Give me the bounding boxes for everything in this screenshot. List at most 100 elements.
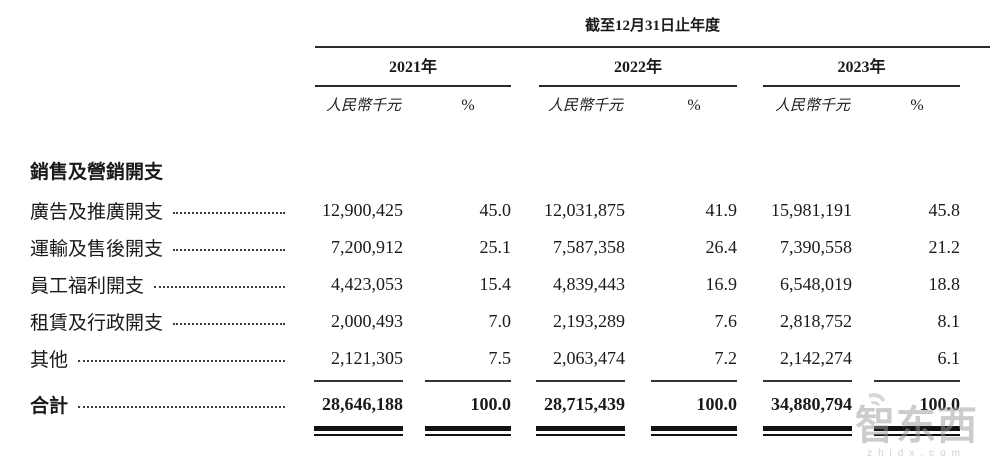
pct-2021: 7.0 bbox=[488, 311, 512, 331]
total-row: 合計 28,646,188 100.0 28,715,439 100.0 34,… bbox=[0, 382, 1000, 426]
year-label-2022: 2022年 bbox=[539, 48, 737, 87]
table-row: 員工福利開支 4,423,053 15.4 4,839,443 16.9 6,5… bbox=[0, 266, 1000, 303]
period-header-wrap: 截至12月31日止年度 bbox=[315, 16, 990, 36]
amount-2022: 4,839,443 bbox=[553, 274, 625, 294]
dot-leader bbox=[173, 310, 285, 325]
dot-leader bbox=[78, 393, 285, 408]
amount-2021: 4,423,053 bbox=[331, 274, 403, 294]
amount-2021: 7,200,912 bbox=[331, 237, 403, 257]
pct-label: % bbox=[687, 97, 701, 114]
amount-2023: 7,390,558 bbox=[780, 237, 852, 257]
unit-label: 人民幣千元 bbox=[548, 98, 624, 114]
table-row: 租賃及行政開支 2,000,493 7.0 2,193,289 7.6 2,81… bbox=[0, 303, 1000, 340]
pct-2021: 7.5 bbox=[488, 348, 512, 368]
amount-2023: 2,818,752 bbox=[780, 311, 852, 331]
row-label-cell: 其他 bbox=[0, 345, 300, 372]
watermark-domain-text: zhidx.com bbox=[866, 448, 966, 459]
year-label-2023: 2023年 bbox=[763, 48, 960, 87]
pct-2022: 26.4 bbox=[705, 237, 738, 257]
pct-label: % bbox=[910, 97, 924, 114]
dot-leader bbox=[173, 199, 285, 214]
double-rule-segment bbox=[403, 426, 511, 436]
pct-2022: 7.6 bbox=[714, 311, 738, 331]
total-amount-2021: 28,646,188 bbox=[322, 393, 403, 414]
double-rule-segment bbox=[852, 426, 960, 436]
row-label: 其他 bbox=[30, 350, 69, 371]
col-header-amount-2023: 人民幣千元 bbox=[737, 96, 852, 116]
total-pct-2023: 100.0 bbox=[919, 393, 961, 414]
dot-leader bbox=[78, 347, 285, 362]
pct-2023: 8.1 bbox=[937, 311, 961, 331]
table-row: 廣告及推廣開支 12,900,425 45.0 12,031,875 41.9 … bbox=[0, 192, 1000, 229]
table-row: 運輸及售後開支 7,200,912 25.1 7,587,358 26.4 7,… bbox=[0, 229, 1000, 266]
total-pct-2022: 100.0 bbox=[696, 393, 738, 414]
rule-segment bbox=[511, 380, 625, 382]
double-rule-segment bbox=[511, 426, 625, 436]
pct-2023: 18.8 bbox=[928, 274, 961, 294]
row-label-cell: 租賃及行政開支 bbox=[0, 308, 300, 335]
amount-2021: 12,900,425 bbox=[322, 200, 403, 220]
amount-2022: 7,587,358 bbox=[553, 237, 625, 257]
row-label: 租賃及行政開支 bbox=[30, 313, 164, 334]
double-rule-segment bbox=[300, 426, 403, 436]
total-label: 合計 bbox=[30, 395, 69, 417]
total-double-rule-row bbox=[0, 426, 1000, 436]
period-header: 截至12月31日止年度 bbox=[584, 18, 720, 34]
pct-2021: 15.4 bbox=[479, 274, 512, 294]
amount-2021: 2,121,305 bbox=[331, 348, 403, 368]
col-header-pct-2022: % bbox=[625, 96, 737, 116]
year-group-2023: 2023年 bbox=[737, 48, 960, 87]
unit-label: 人民幣千元 bbox=[326, 98, 402, 114]
amount-2022: 12,031,875 bbox=[544, 200, 625, 220]
section-header: 銷售及營銷開支 bbox=[30, 162, 164, 183]
pct-2021: 25.1 bbox=[479, 237, 512, 257]
col-header-amount-2021: 人民幣千元 bbox=[300, 96, 403, 116]
row-label-cell: 員工福利開支 bbox=[0, 271, 300, 298]
col-header-amount-2022: 人民幣千元 bbox=[511, 96, 625, 116]
row-label: 員工福利開支 bbox=[30, 276, 145, 297]
rule-segment bbox=[300, 380, 403, 382]
top-rule bbox=[315, 46, 990, 48]
pct-2023: 21.2 bbox=[928, 237, 961, 257]
amount-2022: 2,063,474 bbox=[553, 348, 625, 368]
year-group-2022: 2022年 bbox=[511, 48, 737, 87]
rule-segment bbox=[403, 380, 511, 382]
year-label-2021: 2021年 bbox=[315, 48, 511, 87]
pct-label: % bbox=[461, 97, 475, 114]
col-header-pct-2023: % bbox=[852, 96, 960, 116]
dot-leader bbox=[173, 236, 285, 251]
pct-2021: 45.0 bbox=[479, 200, 512, 220]
pct-2023: 6.1 bbox=[937, 348, 961, 368]
pct-2022: 41.9 bbox=[705, 200, 738, 220]
amount-2023: 2,142,274 bbox=[780, 348, 852, 368]
total-label-cell: 合計 bbox=[0, 391, 300, 418]
pct-2022: 16.9 bbox=[705, 274, 738, 294]
year-header-row: 2021年 2022年 2023年 bbox=[0, 48, 1000, 87]
row-label-cell: 廣告及推廣開支 bbox=[0, 197, 300, 224]
pct-2023: 45.8 bbox=[928, 200, 961, 220]
total-pct-2021: 100.0 bbox=[470, 393, 512, 414]
row-label: 運輸及售後開支 bbox=[30, 239, 164, 260]
double-rule-segment bbox=[625, 426, 737, 436]
amount-2023: 6,548,019 bbox=[780, 274, 852, 294]
table-row: 其他 2,121,305 7.5 2,063,474 7.2 2,142,274… bbox=[0, 340, 1000, 377]
amount-2023: 15,981,191 bbox=[771, 200, 852, 220]
pct-2022: 7.2 bbox=[714, 348, 738, 368]
unit-label: 人民幣千元 bbox=[775, 98, 851, 114]
double-rule-segment bbox=[737, 426, 852, 436]
amount-2022: 2,193,289 bbox=[553, 311, 625, 331]
row-label: 廣告及推廣開支 bbox=[30, 202, 164, 223]
column-header-row: 人民幣千元 % 人民幣千元 % 人民幣千元 % bbox=[0, 87, 1000, 116]
rule-segment bbox=[737, 380, 852, 382]
row-label-cell: 運輸及售後開支 bbox=[0, 234, 300, 261]
amount-2021: 2,000,493 bbox=[331, 311, 403, 331]
dot-leader bbox=[154, 273, 285, 288]
col-header-pct-2021: % bbox=[403, 96, 511, 116]
subtotal-separator-row bbox=[0, 380, 1000, 382]
section-header-row: 銷售及營銷開支 bbox=[0, 160, 1000, 185]
total-amount-2023: 34,880,794 bbox=[771, 393, 852, 414]
total-amount-2022: 28,715,439 bbox=[544, 393, 625, 414]
rule-segment bbox=[852, 380, 960, 382]
rule-segment bbox=[625, 380, 737, 382]
